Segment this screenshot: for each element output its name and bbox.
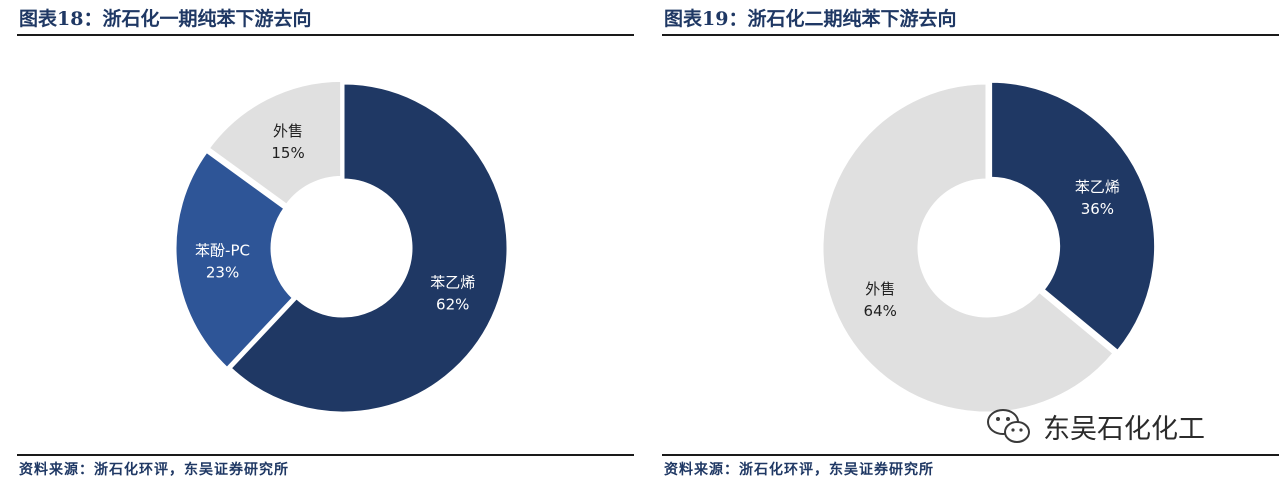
title-divider (17, 34, 634, 36)
donut-chart-1: 苯乙烯 62% 苯酚-PC 23% 外售 15% (173, 78, 510, 415)
slice-2: 外售 64% (820, 81, 1117, 415)
slice-value-label: 15% (271, 144, 304, 162)
slice-label: 苯酚-PC (195, 241, 250, 259)
chart-title: 图表19：浙石化二期纯苯下游去向 (664, 8, 957, 30)
slice-3: 外售 15% (206, 78, 344, 208)
donut-slice (989, 79, 1158, 354)
source-note: 资料来源：浙石化环评，东吴证券研究所 (19, 462, 289, 478)
donut-slice (227, 81, 510, 415)
chart-title: 图表18：浙石化一期纯苯下游去向 (19, 8, 312, 30)
donut-slice (173, 149, 296, 371)
wechat-icon (987, 409, 1030, 443)
donut-chart-2: 苯乙烯 36% 外售 64% (820, 79, 1158, 415)
source-divider (662, 454, 1279, 456)
slice-label: 苯乙烯 (1075, 178, 1120, 196)
chart-panel-right: 图表19：浙石化二期纯苯下游去向 苯乙烯 36% 外售 64% 资料来源：浙石化环评，… (662, 0, 1279, 484)
title-divider (662, 34, 1279, 36)
donut-slice (820, 81, 1117, 415)
slice-2: 苯酚-PC 23% (173, 149, 296, 371)
slice-1: 苯乙烯 36% (989, 79, 1158, 354)
source-divider (17, 454, 634, 456)
slice-value-label: 64% (864, 302, 897, 320)
slice-1: 苯乙烯 62% (227, 81, 510, 415)
chart-panel-left: 图表18：浙石化一期纯苯下游去向 苯乙烯 62% 苯酚-PC 23% 外售 15% 资料来… (17, 0, 634, 484)
watermark-text: 东吴石化化工 (1043, 413, 1205, 445)
slice-label: 外售 (273, 122, 303, 140)
source-note: 资料来源：浙石化环评，东吴证券研究所 (664, 462, 934, 478)
slice-label: 外售 (865, 280, 895, 298)
slice-value-label: 23% (206, 263, 239, 281)
slice-value-label: 62% (436, 295, 469, 313)
watermark: 东吴石化化工 (985, 404, 1205, 448)
donut-slice (206, 78, 344, 208)
slice-label: 苯乙烯 (430, 273, 475, 291)
slice-value-label: 36% (1081, 200, 1114, 218)
